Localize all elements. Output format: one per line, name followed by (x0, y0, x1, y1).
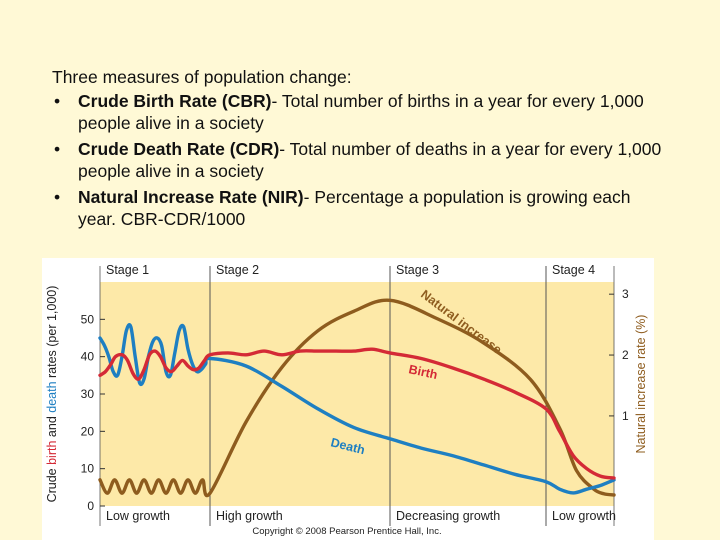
y-axis-label-right: Natural increase rate (%) (634, 315, 648, 454)
bullet-nir: • Natural Increase Rate (NIR)- Percentage… (52, 186, 672, 230)
series-lines (98, 298, 616, 498)
y-label-birth: birth (45, 441, 59, 465)
bullet-cbr: • Crude Birth Rate (CBR)- Total number of… (52, 90, 672, 134)
chart-svg: 0 10 20 30 40 50 1 2 3 Stage 1 Stage 2 Stage 3 Stage… (42, 258, 654, 540)
bullet-desc: - Percentage a population is growing eac… (78, 187, 631, 229)
bullet-icon: • (54, 91, 61, 111)
plot-panel (100, 282, 614, 506)
y-axis-label-left: Crude birth and death rates (per 1,000) (45, 286, 59, 503)
series-line-natural-increase (98, 298, 616, 498)
copyright-text: Copyright © 2008 Pearson Prentice Hall, … (252, 526, 441, 537)
y-tick-label-right: 1 (622, 409, 629, 423)
growth-label: Decreasing growth (396, 509, 500, 523)
bullet-list: • Crude Birth Rate (CBR)- Total number of… (52, 90, 672, 230)
bullet-icon: • (54, 139, 61, 159)
y-label-and: and (45, 413, 59, 441)
y-tick-label-right: 2 (622, 348, 629, 362)
y-tick-label-left: 20 (81, 424, 95, 438)
bullet-term: Crude Death Rate (CDR) (78, 139, 280, 159)
divider-lines (99, 266, 615, 526)
y-label-prefix: Crude (45, 465, 59, 503)
stage-label: Stage 2 (216, 263, 259, 277)
y-label-death: death (45, 381, 59, 412)
bullet-term: Natural Increase Rate (NIR) (78, 187, 304, 207)
bullet-desc: - Total number of deaths in a year for e… (78, 139, 662, 181)
y-tick-label-left: 50 (81, 312, 95, 326)
y-tick-label-left: 30 (81, 387, 95, 401)
y-tick-label-left: 0 (87, 499, 94, 513)
demographic-transition-chart: 0 10 20 30 40 50 1 2 3 Stage 1 Stage 2 Stage 3 Stage… (42, 258, 654, 540)
growth-label: High growth (216, 509, 283, 523)
bullet-icon: • (54, 187, 61, 207)
stage-label: Stage 3 (396, 263, 439, 277)
y-tick-label-left: 10 (81, 462, 95, 476)
bullet-term: Crude Birth Rate (CBR) (78, 91, 272, 111)
bullet-desc: - Total number of births in a year for e… (78, 91, 644, 133)
bullet-cdr: • Crude Death Rate (CDR)- Total number of… (52, 138, 672, 182)
annotation-birth: Birth (407, 362, 438, 382)
y-tick-label-right: 3 (622, 287, 629, 301)
series-line-death (98, 323, 616, 495)
series-line-birth (98, 347, 616, 480)
stage-label: Stage 1 (106, 263, 149, 277)
growth-label: Low growth (552, 509, 616, 523)
y-tick-label-left: 40 (81, 350, 95, 364)
stage-label: Stage 4 (552, 263, 595, 277)
intro-text: Three measures of population change: (52, 67, 352, 87)
growth-label: Low growth (106, 509, 170, 523)
slide-text: Three measures of population change: • Cr… (52, 66, 672, 234)
y-label-suffix: rates (per 1,000) (45, 286, 59, 382)
